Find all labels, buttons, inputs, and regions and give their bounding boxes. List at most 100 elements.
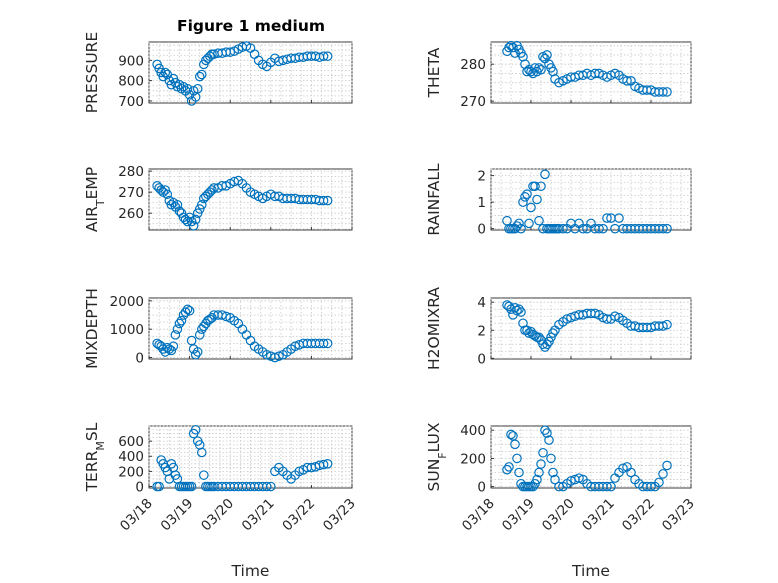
h2omixra-panel: 0 2 4 H2OMIXRA	[425, 287, 692, 370]
data-point	[536, 181, 546, 192]
data-point	[516, 307, 526, 317]
data-point	[542, 339, 552, 350]
data-point	[662, 319, 672, 330]
axes-box	[490, 425, 692, 489]
data-point	[598, 223, 608, 234]
y-tick-label: 2000	[110, 294, 144, 310]
y-tick-label: 900	[118, 53, 144, 69]
data-point	[322, 338, 333, 349]
y-tick-label: 0	[477, 351, 486, 367]
data-point	[538, 447, 548, 458]
x-axis-label: Time	[231, 562, 270, 580]
data-point	[514, 467, 524, 478]
data-point	[194, 71, 205, 82]
axes-box	[148, 425, 353, 489]
data-point	[548, 328, 558, 338]
rainfall-panel: 0 1 2 RAINFALL	[425, 163, 692, 238]
y-tick-label: 600	[118, 434, 144, 450]
data-point	[530, 181, 540, 192]
x-axis-label: Time	[571, 562, 610, 580]
axes-box	[148, 297, 353, 360]
y-axis-label: TERRMSL	[83, 422, 107, 492]
data-point	[180, 307, 191, 317]
axes-box	[148, 168, 353, 231]
y-tick-label: 400	[460, 423, 486, 439]
data-point	[658, 469, 668, 479]
data-point	[532, 474, 542, 485]
data-point	[534, 332, 544, 343]
data-point	[318, 51, 329, 62]
y-tick-label: 0	[135, 479, 144, 495]
data-point	[186, 481, 197, 492]
data-point	[536, 459, 546, 469]
data-point	[506, 429, 516, 440]
data-point	[550, 474, 560, 485]
data-point	[168, 341, 179, 352]
pressure-panel: 700 800 900 PRESSURE	[83, 32, 353, 114]
data-point	[534, 63, 544, 73]
data-point	[182, 83, 193, 94]
data-point	[536, 64, 546, 75]
y-tick-label: 4	[477, 295, 486, 311]
data-point	[538, 339, 548, 350]
figure-title: Figure 1 medium	[177, 17, 325, 35]
data-point	[261, 349, 272, 360]
y-axis-label: SUNFLUX	[425, 422, 449, 491]
y-tick-label: 2	[477, 169, 486, 185]
data-point	[614, 213, 624, 223]
data-point	[274, 351, 284, 361]
data-point	[172, 324, 183, 335]
data-point	[318, 459, 329, 470]
data-point	[322, 459, 333, 469]
data-point	[578, 223, 588, 234]
data-point	[516, 223, 526, 234]
data-point	[534, 215, 544, 226]
axes-box	[490, 297, 692, 360]
data-point	[646, 481, 656, 492]
data-point	[524, 218, 534, 229]
data-point	[528, 481, 538, 492]
data-point	[658, 321, 668, 331]
data-point	[540, 425, 550, 436]
data-point	[322, 195, 333, 206]
data-point	[622, 76, 632, 86]
y-tick-label: 700	[118, 94, 144, 110]
data-point	[190, 349, 201, 360]
data-point	[207, 313, 217, 323]
data-point	[574, 473, 584, 483]
data-point	[172, 199, 183, 210]
data-point	[217, 310, 227, 320]
data-point	[318, 195, 329, 206]
data-point	[506, 40, 516, 51]
data-point	[184, 305, 195, 316]
data-point	[261, 481, 272, 492]
data-point	[265, 481, 276, 492]
y-axis-label: THETA	[425, 47, 443, 98]
data-point	[504, 301, 514, 312]
data-point	[590, 308, 600, 319]
data-point	[546, 453, 556, 464]
data-point	[504, 462, 514, 472]
data-point	[542, 428, 552, 438]
data-point	[322, 51, 333, 62]
y-tick-label: 2	[477, 323, 486, 339]
data-point	[196, 447, 207, 458]
y-tick-label: 260	[118, 206, 144, 222]
data-point	[522, 66, 532, 77]
data-point	[522, 189, 532, 199]
data-point	[196, 199, 207, 210]
data-point	[512, 453, 522, 464]
y-tick-label: 1	[477, 195, 486, 211]
data-point	[221, 311, 231, 322]
data-point	[512, 305, 522, 316]
y-tick-label: 280	[460, 57, 486, 73]
y-axis-label: MIXDEPTH	[83, 288, 101, 369]
y-axis-label: PRESSURE	[83, 32, 101, 114]
data-point	[174, 318, 185, 329]
data-point	[514, 304, 524, 315]
data-point	[196, 69, 207, 80]
data-point	[602, 213, 612, 223]
data-point	[514, 218, 524, 229]
data-point	[654, 477, 664, 488]
data-point	[518, 197, 528, 207]
